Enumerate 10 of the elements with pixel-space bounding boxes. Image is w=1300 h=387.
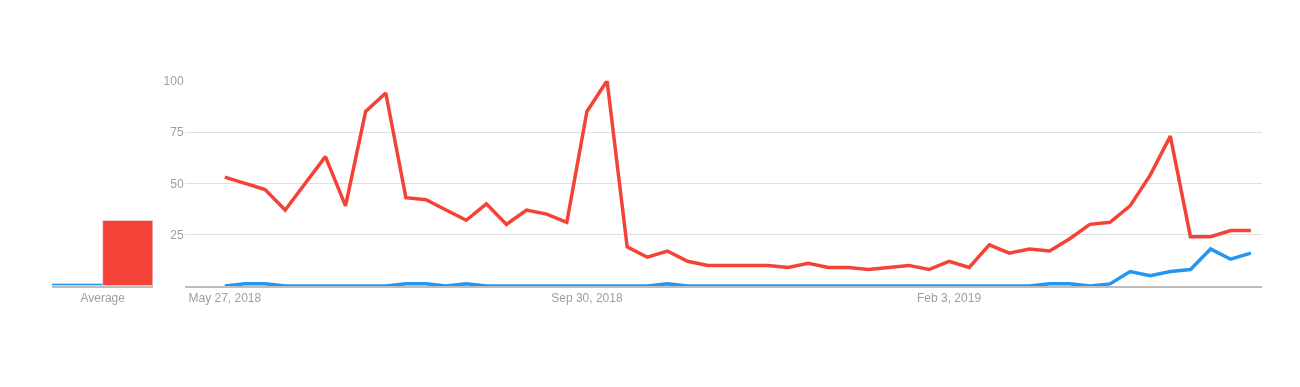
y-tick-label: 25 <box>170 227 184 242</box>
line-series <box>223 80 1253 272</box>
y-tick-label: 75 <box>170 125 184 140</box>
x-tick-label: Feb 3, 2019 <box>917 291 982 306</box>
y-tick-label: 50 <box>170 176 184 191</box>
line-series <box>223 247 1253 286</box>
x-tick-label: Average <box>80 291 126 306</box>
x-tick-label: Sep 30, 2018 <box>551 291 623 306</box>
x-tick-label: May 27, 2018 <box>188 291 262 306</box>
y-tick-label: 100 <box>163 73 184 88</box>
